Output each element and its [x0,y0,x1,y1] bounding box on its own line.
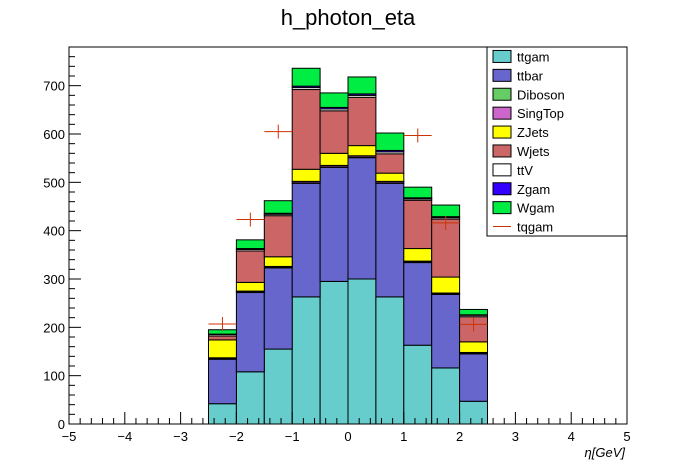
x-tick-label: −1 [285,429,300,444]
bar-ttbar-7 [403,262,433,346]
bar-ttgam-3 [291,296,321,425]
bar-zjets-6 [375,172,405,182]
bar-zjets-7 [403,248,433,262]
bar-wgam-8 [431,204,461,218]
bar-zjets-1 [235,281,265,292]
tqgam-point-3 [403,128,432,143]
legend-label-singtop: SingTop [517,106,564,121]
x-axis: −5 −4 −3 −2 −1 0 1 2 3 4 5 [62,412,631,444]
bar-wjets-6 [375,153,405,174]
bar-zjets-4 [319,152,349,166]
bar-ttbar-2 [263,267,293,350]
bar-wgam-2 [263,200,293,214]
bar-ttgam-5 [347,278,377,425]
bar-ttbar-3 [291,182,321,298]
bar-wgam-5 [347,76,377,95]
tqgam-point-1 [236,212,265,227]
tqgam-point-2 [264,124,293,139]
bar-ttgam-7 [403,344,433,425]
bar-wgam-1 [235,239,265,250]
x-tick-label: 5 [623,429,630,444]
y-tick-label: 0 [58,417,65,432]
y-tick-label: 500 [43,175,65,190]
legend-label-ttv: ttV [517,163,533,178]
overlay-points [208,124,488,332]
y-tick-label: 100 [43,369,65,384]
bar-ttgam-0 [208,403,237,425]
legend-label-zgam: Zgam [517,182,550,197]
y-tick-label: 400 [43,224,65,239]
x-tick-label: 3 [512,429,519,444]
x-tick-label: −2 [229,429,244,444]
bar-wgam-6 [375,132,405,151]
legend-swatch-wjets [492,144,512,158]
bar-wgam-4 [319,92,349,108]
legend-swatch-diboson [492,87,512,101]
legend-label-ttbar: ttbar [517,68,544,83]
y-tick-label: 700 [43,79,65,94]
bar-wjets-7 [403,199,433,250]
bar-ttgam-9 [459,400,489,425]
legend-label-ttgam: ttgam [517,49,550,64]
bar-wjets-0 [208,335,237,341]
bar-wjets-3 [291,89,321,170]
x-tick-label: 2 [456,429,463,444]
bar-zjets-9 [459,341,489,353]
bar-ttgam-6 [375,296,405,425]
tqgam-point-0 [208,316,237,331]
bar-wjets-4 [319,110,349,154]
bar-zjets-8 [431,276,461,294]
bar-wjets-1 [235,250,265,283]
y-axis: 0 100 200 300 400 500 600 700 [43,46,81,432]
bar-wgam-3 [291,67,321,87]
x-tick-label: 1 [400,429,407,444]
bar-ttgam-2 [263,348,293,425]
bar-zjets-5 [347,145,377,157]
legend-swatch-zjets [492,125,512,139]
bar-wgam-9 [459,308,489,316]
x-tick-label: −5 [62,429,77,444]
bar-wjets-2 [263,215,293,258]
x-tick-label: 4 [568,429,575,444]
chart-title: h_photon_eta [281,5,416,30]
x-axis-label: η[GeV] [585,445,626,460]
bar-ttgam-4 [319,280,349,425]
x-tick-label: −4 [117,429,132,444]
legend-swatch-wgam [492,201,512,215]
bar-ttbar-0 [208,358,237,405]
bar-ttbar-8 [431,293,461,369]
legend-label-diboson: Diboson [517,87,565,102]
tqgam-point-4 [431,215,460,230]
bar-ttgam-1 [235,371,265,425]
bar-wgam-7 [403,186,433,199]
y-tick-label: 300 [43,272,65,287]
bar-ttgam-8 [431,367,461,425]
legend-swatch-singtop [492,106,512,120]
y-tick-label: 600 [43,127,65,142]
legend-label-tqgam: tqgam [517,220,553,235]
bar-ttbar-9 [459,353,489,402]
bar-zjets-0 [208,339,237,359]
x-tick-label: −3 [173,429,188,444]
legend: ttgam ttbar Diboson SingTop ZJets Wjets ttV Zga… [486,46,628,237]
legend-swatch-ttv [492,163,512,177]
legend-label-wgam: Wgam [517,201,555,216]
tqgam-point-5 [459,317,488,332]
legend-label-zjets: ZJets [517,125,549,140]
bar-ttbar-5 [347,157,377,280]
bar-ttbar-1 [235,292,265,373]
legend-swatch-ttbar [492,68,512,82]
bar-ttbar-4 [319,166,349,282]
x-tick-label: 0 [344,429,351,444]
y-tick-label: 200 [43,320,65,335]
bar-zjets-3 [291,168,321,182]
stacked-bars [208,67,489,425]
legend-label-wjets: Wjets [517,144,550,159]
legend-swatch-zgam [492,182,512,196]
bar-wjets-5 [347,96,377,147]
bar-ttbar-6 [375,182,405,298]
legend-swatch-ttgam [492,49,512,63]
bar-zjets-2 [263,256,293,267]
